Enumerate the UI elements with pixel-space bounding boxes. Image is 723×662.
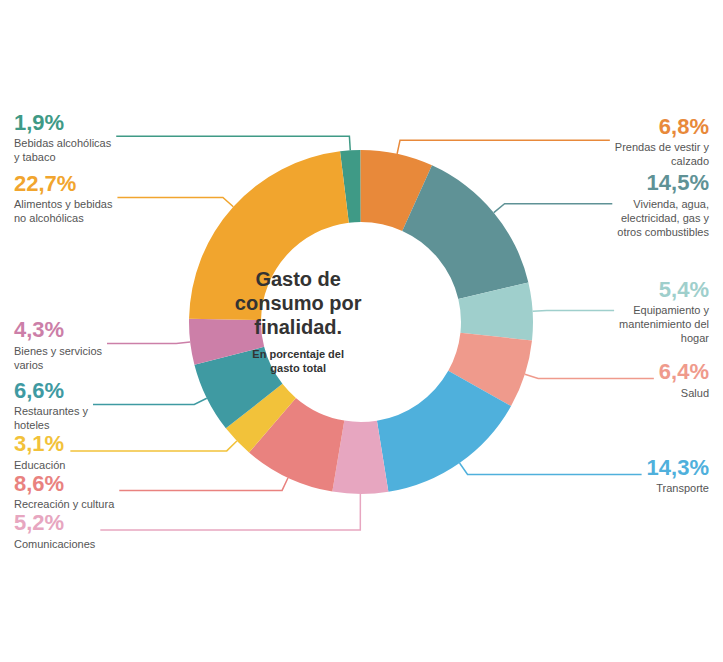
svg-text:Gasto de: Gasto de	[255, 268, 341, 290]
svg-text:calzado: calzado	[671, 155, 709, 167]
svg-text:Comunicaciones: Comunicaciones	[14, 538, 96, 550]
svg-text:y tabaco: y tabaco	[14, 151, 56, 163]
svg-text:hogar: hogar	[681, 332, 709, 344]
svg-text:6,8%: 6,8%	[659, 114, 709, 139]
svg-text:14,5%: 14,5%	[647, 170, 709, 195]
svg-text:Restaurantes y: Restaurantes y	[14, 405, 88, 417]
svg-text:Recreación y cultura: Recreación y cultura	[14, 498, 115, 510]
svg-text:electricidad, gas y: electricidad, gas y	[621, 212, 710, 224]
svg-text:22,7%: 22,7%	[14, 171, 76, 196]
svg-text:Alimentos y bebidas: Alimentos y bebidas	[14, 198, 113, 210]
svg-text:5,4%: 5,4%	[659, 277, 709, 302]
svg-text:Salud: Salud	[681, 387, 709, 399]
svg-text:Bienes y servicios: Bienes y servicios	[14, 345, 103, 357]
svg-text:4,3%: 4,3%	[14, 317, 64, 342]
svg-text:Bebidas alcohólicas: Bebidas alcohólicas	[14, 137, 112, 149]
svg-text:Equipamiento y: Equipamiento y	[633, 304, 709, 316]
svg-text:En porcentaje del: En porcentaje del	[252, 348, 344, 360]
svg-text:Prendas de vestir y: Prendas de vestir y	[615, 141, 710, 153]
svg-text:consumo por: consumo por	[235, 292, 362, 314]
svg-text:3,1%: 3,1%	[14, 431, 64, 456]
svg-text:14,3%: 14,3%	[647, 455, 709, 480]
svg-text:Transporte: Transporte	[656, 482, 709, 494]
svg-text:Educación: Educación	[14, 459, 65, 471]
svg-text:no alcohólicas: no alcohólicas	[14, 212, 84, 224]
svg-text:Vivienda, agua,: Vivienda, agua,	[633, 198, 709, 210]
svg-text:8,6%: 8,6%	[14, 471, 64, 496]
svg-text:6,6%: 6,6%	[14, 378, 64, 403]
svg-text:gasto total: gasto total	[270, 362, 326, 374]
svg-text:mantenimiento del: mantenimiento del	[619, 318, 709, 330]
svg-text:1,9%: 1,9%	[14, 110, 64, 135]
svg-text:otros combustibles: otros combustibles	[617, 226, 709, 238]
svg-text:finalidad.: finalidad.	[254, 316, 342, 338]
svg-text:6,4%: 6,4%	[659, 359, 709, 384]
svg-text:varios: varios	[14, 359, 44, 371]
svg-text:hoteles: hoteles	[14, 419, 50, 431]
svg-text:5,2%: 5,2%	[14, 510, 64, 535]
